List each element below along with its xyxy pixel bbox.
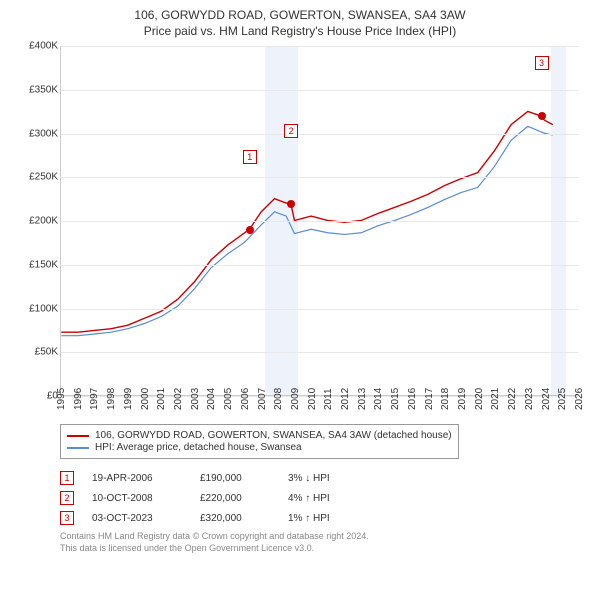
transaction-number-box: 1 xyxy=(60,471,74,485)
x-tick-label: 2013 xyxy=(357,388,368,410)
x-tick-label: 2019 xyxy=(457,388,468,410)
x-tick-label: 2012 xyxy=(340,388,351,410)
x-tick-label: 2025 xyxy=(557,388,568,410)
y-tick-label: £400K xyxy=(29,41,58,52)
legend-swatch xyxy=(67,447,89,449)
transaction-dot xyxy=(287,200,295,208)
legend: 106, GORWYDD ROAD, GOWERTON, SWANSEA, SA… xyxy=(60,424,459,459)
transaction-marker-box: 1 xyxy=(243,150,257,164)
y-tick-label: £300K xyxy=(29,128,58,139)
inner-plot: 1 2 3 xyxy=(60,46,578,396)
x-tick-label: 2017 xyxy=(424,388,435,410)
transaction-diff: 1% ↑ HPI xyxy=(288,513,368,524)
footer: Contains HM Land Registry data © Crown c… xyxy=(60,531,590,554)
x-tick-label: 2005 xyxy=(223,388,234,410)
x-tick-label: 2016 xyxy=(407,388,418,410)
transaction-number-box: 3 xyxy=(60,511,74,525)
y-tick-label: £250K xyxy=(29,172,58,183)
gridline xyxy=(61,134,578,135)
x-tick-label: 1996 xyxy=(73,388,84,410)
transaction-row: 2 10-OCT-2008 £220,000 4% ↑ HPI xyxy=(60,491,590,505)
y-tick-label: £200K xyxy=(29,216,58,227)
transaction-marker-box: 2 xyxy=(284,124,298,138)
x-tick-label: 1998 xyxy=(106,388,117,410)
x-tick-label: 2020 xyxy=(474,388,485,410)
transaction-date: 03-OCT-2023 xyxy=(92,513,182,524)
transaction-diff: 3% ↓ HPI xyxy=(288,473,368,484)
legend-row: 106, GORWYDD ROAD, GOWERTON, SWANSEA, SA… xyxy=(67,430,452,441)
x-tick-label: 1999 xyxy=(123,388,134,410)
transaction-marker-box: 3 xyxy=(535,56,549,70)
subtitle: Price paid vs. HM Land Registry's House … xyxy=(10,24,590,38)
x-tick-label: 2008 xyxy=(273,388,284,410)
y-tick-label: £350K xyxy=(29,84,58,95)
y-tick-label: £100K xyxy=(29,303,58,314)
legend-row: HPI: Average price, detached house, Swan… xyxy=(67,442,452,453)
footer-licence: This data is licensed under the Open Gov… xyxy=(60,543,590,555)
y-tick-label: £150K xyxy=(29,259,58,270)
transaction-row: 3 03-OCT-2023 £320,000 1% ↑ HPI xyxy=(60,511,590,525)
plot-area: £0£50K£100K£150K£200K£250K£300K£350K£400… xyxy=(18,46,578,416)
x-axis: 1995199619971998199920002001200220032004… xyxy=(60,396,578,416)
y-tick-label: £50K xyxy=(35,347,58,358)
series-line xyxy=(61,126,552,335)
gridline xyxy=(61,221,578,222)
x-tick-label: 2002 xyxy=(173,388,184,410)
transaction-diff: 4% ↑ HPI xyxy=(288,493,368,504)
transaction-price: £220,000 xyxy=(200,493,270,504)
gridline xyxy=(61,177,578,178)
transaction-dot xyxy=(538,112,546,120)
legend-label: HPI: Average price, detached house, Swan… xyxy=(95,442,302,453)
gridline xyxy=(61,90,578,91)
x-tick-label: 2022 xyxy=(507,388,518,410)
x-tick-label: 2003 xyxy=(190,388,201,410)
x-tick-label: 2024 xyxy=(541,388,552,410)
transaction-number-box: 2 xyxy=(60,491,74,505)
transaction-date: 10-OCT-2008 xyxy=(92,493,182,504)
address-title: 106, GORWYDD ROAD, GOWERTON, SWANSEA, SA… xyxy=(10,8,590,22)
transactions-table: 1 19-APR-2006 £190,000 3% ↓ HPI 2 10-OCT-2008… xyxy=(60,471,590,525)
x-tick-label: 2009 xyxy=(290,388,301,410)
x-tick-label: 2004 xyxy=(206,388,217,410)
gridline xyxy=(61,265,578,266)
legend-swatch xyxy=(67,435,89,437)
x-tick-label: 1997 xyxy=(89,388,100,410)
legend-label: 106, GORWYDD ROAD, GOWERTON, SWANSEA, SA… xyxy=(95,430,452,441)
x-tick-label: 2023 xyxy=(524,388,535,410)
gridline xyxy=(61,352,578,353)
x-tick-label: 2011 xyxy=(323,388,334,410)
transaction-dot xyxy=(246,226,254,234)
x-tick-label: 2010 xyxy=(307,388,318,410)
x-tick-label: 2014 xyxy=(373,388,384,410)
transaction-price: £320,000 xyxy=(200,513,270,524)
x-tick-label: 2015 xyxy=(390,388,401,410)
x-tick-label: 2001 xyxy=(156,388,167,410)
gridline xyxy=(61,309,578,310)
x-tick-label: 2021 xyxy=(490,388,501,410)
title-block: 106, GORWYDD ROAD, GOWERTON, SWANSEA, SA… xyxy=(10,8,590,38)
transaction-price: £190,000 xyxy=(200,473,270,484)
x-tick-label: 1995 xyxy=(56,388,67,410)
y-axis: £0£50K£100K£150K£200K£250K£300K£350K£400… xyxy=(18,46,60,396)
x-tick-label: 2006 xyxy=(240,388,251,410)
gridline xyxy=(61,46,578,47)
footer-copyright: Contains HM Land Registry data © Crown c… xyxy=(60,531,590,543)
x-tick-label: 2007 xyxy=(257,388,268,410)
x-tick-label: 2018 xyxy=(440,388,451,410)
chart-container: 106, GORWYDD ROAD, GOWERTON, SWANSEA, SA… xyxy=(0,0,600,590)
transaction-row: 1 19-APR-2006 £190,000 3% ↓ HPI xyxy=(60,471,590,485)
x-tick-label: 2000 xyxy=(140,388,151,410)
x-tick-label: 2026 xyxy=(574,388,585,410)
transaction-date: 19-APR-2006 xyxy=(92,473,182,484)
